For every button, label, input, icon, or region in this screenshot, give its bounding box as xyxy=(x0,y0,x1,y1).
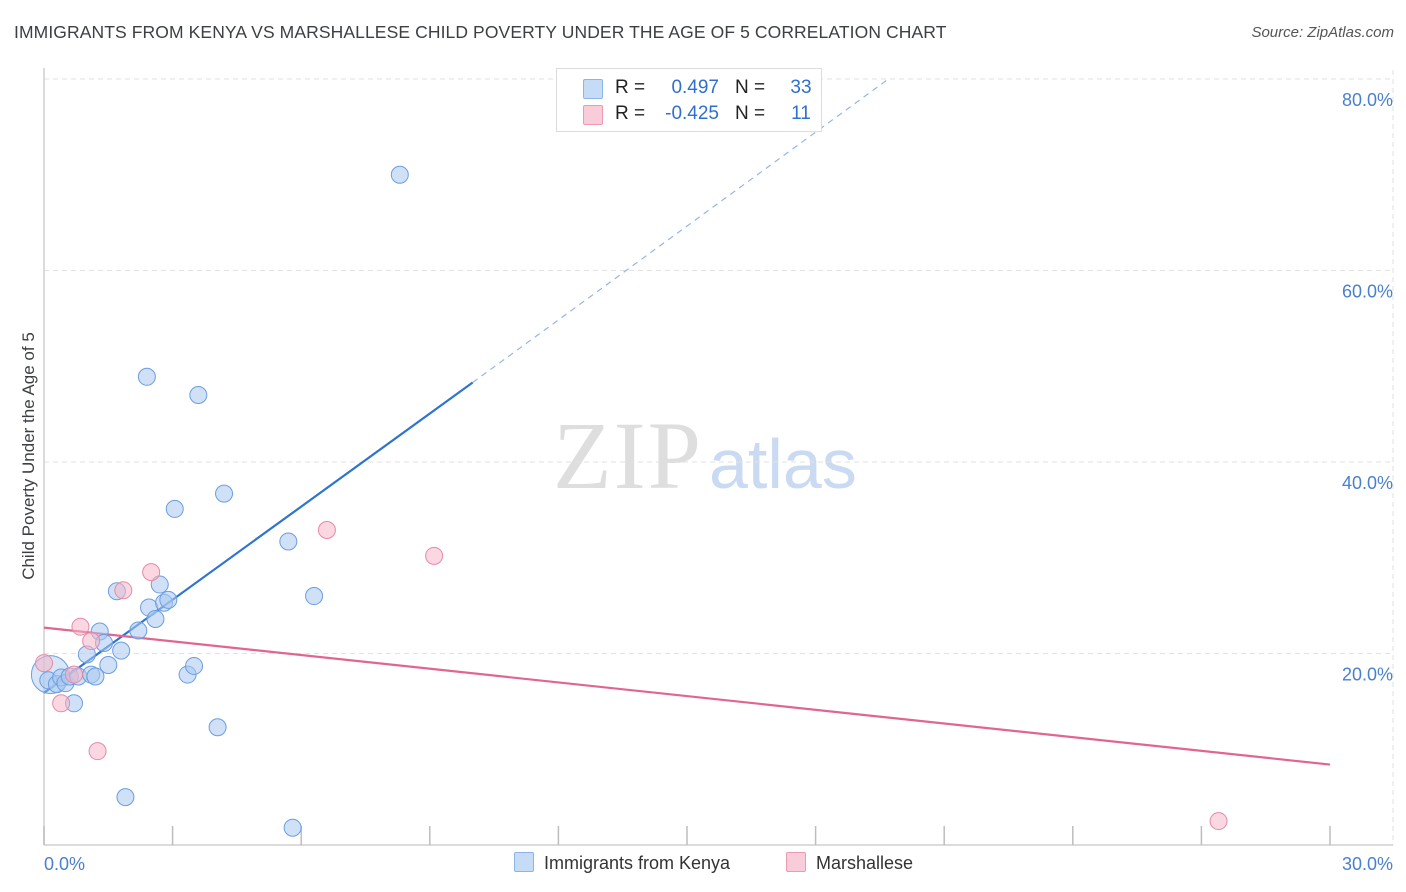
kenya-point xyxy=(129,621,148,640)
y-axis-label: Child Poverty Under the Age of 5 xyxy=(19,332,38,580)
axis-layer xyxy=(43,68,1393,846)
source-label: Source: ZipAtlas.com xyxy=(1251,24,1394,41)
legend-swatch-marshallese xyxy=(583,105,603,125)
marshallese-point xyxy=(35,654,53,673)
correlation-legend: R = 0.497 N = 33 R = -0.425 N = 11 xyxy=(556,68,822,132)
trend-line-marshallese xyxy=(43,626,1331,766)
legend-n-value: 33 xyxy=(790,77,812,98)
marshallese-point xyxy=(82,632,101,651)
kenya-point xyxy=(208,718,227,737)
legend-r-value: 0.497 xyxy=(671,77,719,98)
bottom-legend-label-kenya: Immigrants from Kenya xyxy=(544,853,731,873)
y-tick-label: 20.0% xyxy=(1342,665,1393,685)
kenya-point xyxy=(116,788,135,807)
chart-title: IMMIGRANTS FROM KENYA VS MARSHALLESE CHI… xyxy=(14,22,947,42)
watermark-zip: ZIP xyxy=(553,402,703,509)
legend-n-label: N = xyxy=(735,103,766,124)
marshallese-point xyxy=(425,546,444,565)
marshallese-point xyxy=(1209,812,1228,831)
kenya-point xyxy=(159,590,178,609)
y-tick-label: 60.0% xyxy=(1342,282,1393,302)
y-tick-label: 40.0% xyxy=(1342,473,1393,493)
points-layer xyxy=(30,165,1228,837)
marshallese-point xyxy=(65,665,84,684)
kenya-point xyxy=(99,655,118,674)
trend-line-kenya xyxy=(43,381,474,694)
bottom-legend-kenya: Immigrants from Kenya xyxy=(514,852,730,874)
kenya-point xyxy=(112,641,131,660)
kenya-point xyxy=(86,667,105,686)
legend-n-label: N = xyxy=(735,77,766,98)
watermark: ZIPatlas xyxy=(553,400,857,511)
bottom-legend-swatch-marshallese xyxy=(786,852,806,872)
y-tick-label: 80.0% xyxy=(1342,90,1393,110)
marshallese-point xyxy=(52,694,71,713)
kenya-point xyxy=(279,532,298,551)
x-tick-label: 0.0% xyxy=(44,854,85,874)
legend-r-value: -0.425 xyxy=(665,103,719,124)
grid-layer xyxy=(44,70,1394,845)
bottom-legend-marshallese: Marshallese xyxy=(786,852,913,874)
kenya-point xyxy=(305,587,324,606)
legend-n-value: 11 xyxy=(791,103,811,124)
bottom-legend-label-marshallese: Marshallese xyxy=(816,853,914,873)
label-layer: 20.0% 40.0% 60.0% 80.0% 0.0% 30.0% Child Pover… xyxy=(19,90,1393,874)
marshallese-point xyxy=(88,742,107,761)
kenya-point xyxy=(390,165,409,184)
watermark-atlas: atlas xyxy=(709,425,857,503)
kenya-point xyxy=(215,484,234,503)
kenya-point xyxy=(165,499,184,518)
kenya-point xyxy=(146,610,165,629)
kenya-point xyxy=(137,367,156,386)
marshallese-point xyxy=(142,563,161,582)
marshallese-point xyxy=(71,617,90,636)
bottom-legend-swatch-kenya xyxy=(514,852,534,872)
legend-r-label: R = xyxy=(615,77,646,98)
trend-layer xyxy=(43,78,1331,766)
legend-swatch-kenya xyxy=(583,79,603,99)
kenya-point xyxy=(189,385,208,404)
x-tick-label: 30.0% xyxy=(1342,854,1393,874)
marshallese-point xyxy=(317,520,336,539)
marshallese-point xyxy=(114,581,133,600)
kenya-point xyxy=(185,656,204,675)
kenya-point xyxy=(150,575,169,594)
kenya-point xyxy=(283,818,302,837)
legend-r-label: R = xyxy=(615,103,646,124)
